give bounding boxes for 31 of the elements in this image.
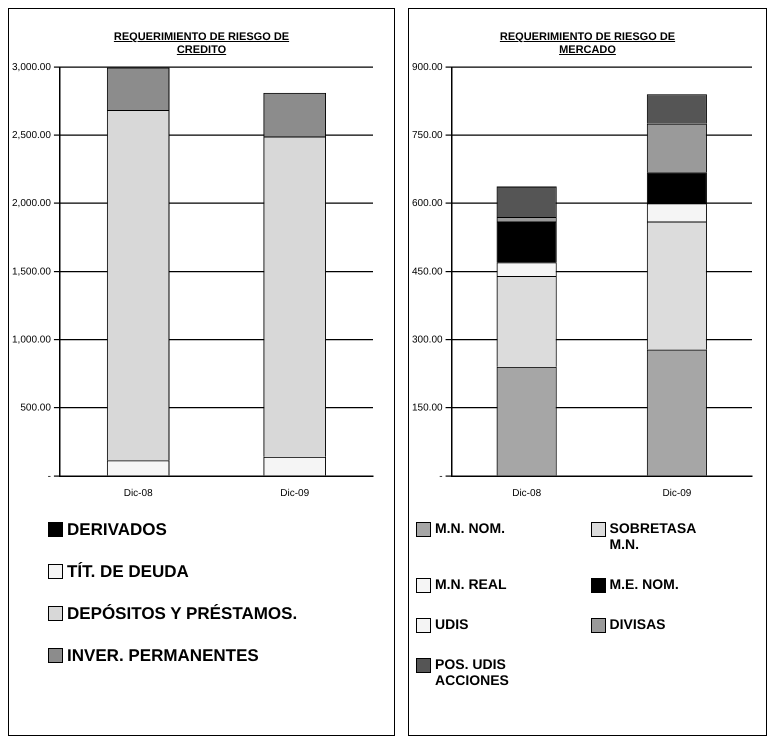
legend-label: TÍT. DE DEUDA (67, 562, 189, 582)
x-tick-label: Dic-08 (124, 488, 154, 499)
chart-title: REQUERIMIENTO DE RIESGO DE MERCADO (498, 31, 676, 57)
x-tick-label: Dic-09 (280, 488, 310, 499)
y-tick-label: - (48, 470, 51, 482)
legend-label: M.E. NOM. (610, 576, 679, 592)
y-tick-label: 500.00 (20, 402, 52, 414)
y-tick-label: 600.00 (412, 198, 444, 210)
x-tick-label: Dic-09 (662, 488, 692, 499)
y-tick-label: 750.00 (412, 130, 444, 141)
legend-label: DEPÓSITOS Y PRÉSTAMOS. (67, 604, 298, 624)
legend-label: POS. UDIS ACCIONES (435, 656, 510, 688)
y-tick-label: 150.00 (412, 402, 444, 414)
y-tick-label: 1,000.00 (12, 334, 52, 346)
legend-label: M.N. REAL (435, 576, 507, 592)
y-tick-label: 1,500.00 (12, 266, 52, 278)
legend-label: INVER. PERMANENTES (67, 646, 259, 666)
legend-label: DIVISAS (610, 616, 666, 632)
y-tick-label: 450.00 (412, 266, 444, 278)
legend-label: DERIVADOS (67, 520, 167, 540)
chart-title: REQUERIMIENTO DE RIESGO DE CREDITO (112, 31, 290, 57)
y-tick-label: 2,500.00 (12, 130, 52, 141)
y-tick-label: - (439, 470, 443, 482)
legend-label: SOBRETASA M.N. (610, 520, 697, 552)
y-tick-label: 300.00 (412, 334, 444, 346)
legend-label: M.N. NOM. (435, 520, 505, 536)
y-tick-label: 3,000.00 (12, 62, 52, 73)
y-tick-label: 2,000.00 (12, 198, 52, 210)
y-tick-label: 900.00 (412, 62, 444, 73)
legend-label: UDIS (435, 616, 468, 632)
x-tick-label: Dic-08 (512, 488, 542, 499)
